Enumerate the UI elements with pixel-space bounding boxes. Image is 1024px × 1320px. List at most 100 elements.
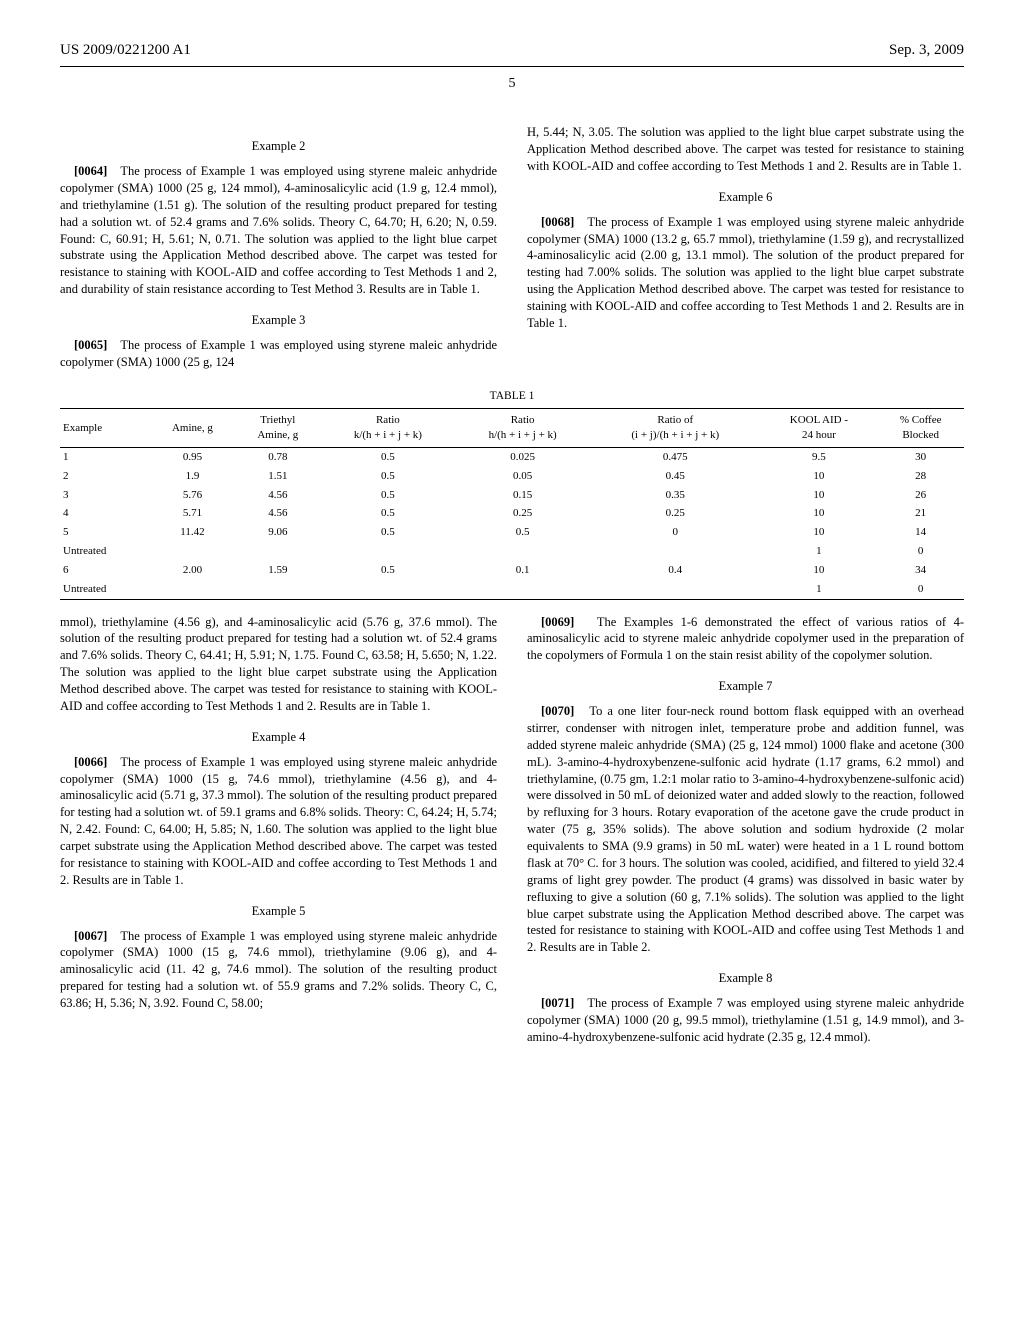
example-5-title: Example 5	[60, 903, 497, 920]
table-cell: 4.56	[235, 504, 320, 523]
example-4-para: [0066] The process of Example 1 was empl…	[60, 754, 497, 889]
para-num-0071: [0071]	[541, 996, 574, 1010]
conclusion-para: [0069] The Examples 1-6 demonstrated the…	[527, 614, 964, 665]
table-cell: 10	[760, 561, 877, 580]
table-cell: 1.51	[235, 467, 320, 486]
table-cell: 2	[60, 467, 150, 486]
page-number: 5	[60, 75, 964, 94]
example-4-text: The process of Example 1 was employed us…	[60, 755, 497, 887]
table-header-cell: Ratiok/(h + i + j + k)	[321, 409, 456, 448]
example-5-text: The process of Example 1 was employed us…	[60, 929, 497, 1011]
table-cell: 26	[877, 486, 964, 505]
table-cell: 0.45	[590, 467, 760, 486]
table-cell: 0	[877, 542, 964, 561]
table-header-cell: Amine, g	[150, 409, 235, 448]
table-cell: 0.05	[455, 467, 590, 486]
table-cell: 9.5	[760, 447, 877, 466]
table-header-cell: Example	[60, 409, 150, 448]
table-cell: 4.56	[235, 486, 320, 505]
table-cell: 1.59	[235, 561, 320, 580]
table-cell	[235, 580, 320, 599]
upper-columns: Example 2 [0064] The process of Example …	[60, 124, 964, 375]
table-cell: 9.06	[235, 523, 320, 542]
table-cell: 0.35	[590, 486, 760, 505]
table-cell: 3	[60, 486, 150, 505]
publication-date: Sep. 3, 2009	[889, 40, 964, 60]
table-1: TABLE 1 ExampleAmine, gTriethylAmine, gR…	[60, 389, 964, 600]
table-1-title: TABLE 1	[60, 389, 964, 405]
table-cell: 14	[877, 523, 964, 542]
example-2-title: Example 2	[60, 138, 497, 155]
table-cell: 5	[60, 523, 150, 542]
table-1-grid: ExampleAmine, gTriethylAmine, gRatiok/(h…	[60, 408, 964, 599]
example-7-title: Example 7	[527, 678, 964, 695]
table-cell	[321, 542, 456, 561]
table-cell: 0.025	[455, 447, 590, 466]
example-7-text: To a one liter four-neck round bottom fl…	[527, 704, 964, 954]
table-cell	[321, 580, 456, 599]
table-cell: 0.78	[235, 447, 320, 466]
example-6-para: [0068] The process of Example 1 was empl…	[527, 214, 964, 332]
table-row: 35.764.560.50.150.351026	[60, 486, 964, 505]
table-header-cell: Ratio of(i + j)/(h + i + j + k)	[590, 409, 760, 448]
table-cell: 1.9	[150, 467, 235, 486]
para-num-0069: [0069]	[541, 615, 574, 629]
example-3-lead: [0065] The process of Example 1 was empl…	[60, 337, 497, 371]
table-cell: 10	[760, 467, 877, 486]
example-4-title: Example 4	[60, 729, 497, 746]
table-cell: 28	[877, 467, 964, 486]
example-7-para: [0070] To a one liter four-neck round bo…	[527, 703, 964, 956]
table-cell: 4	[60, 504, 150, 523]
table-cell: 2.00	[150, 561, 235, 580]
table-cell: 5.71	[150, 504, 235, 523]
table-row: 511.429.060.50.501014	[60, 523, 964, 542]
table-cell	[455, 580, 590, 599]
example-6-title: Example 6	[527, 189, 964, 206]
para-num-0066: [0066]	[74, 755, 107, 769]
example-8-para: [0071] The process of Example 7 was empl…	[527, 995, 964, 1046]
para-num-0070: [0070]	[541, 704, 574, 718]
table-cell	[455, 542, 590, 561]
table-header-cell: TriethylAmine, g	[235, 409, 320, 448]
table-cell: 10	[760, 504, 877, 523]
table-cell: 6	[60, 561, 150, 580]
table-header-cell: KOOL AID -24 hour	[760, 409, 877, 448]
table-cell: 0	[877, 580, 964, 599]
table-cell: Untreated	[60, 542, 150, 561]
para-num-0067: [0067]	[74, 929, 107, 943]
example-6-text: The process of Example 1 was employed us…	[527, 215, 964, 330]
example-3-title: Example 3	[60, 312, 497, 329]
publication-id: US 2009/0221200 A1	[60, 40, 191, 60]
page-header: US 2009/0221200 A1 Sep. 3, 2009	[60, 40, 964, 67]
table-cell: 1	[760, 542, 877, 561]
table-cell: 0.95	[150, 447, 235, 466]
table-cell: 5.76	[150, 486, 235, 505]
table-cell: 30	[877, 447, 964, 466]
table-cell	[590, 580, 760, 599]
table-cell: 11.42	[150, 523, 235, 542]
table-cell: 21	[877, 504, 964, 523]
table-cell: 34	[877, 561, 964, 580]
table-cell: 0.475	[590, 447, 760, 466]
lower-columns: mmol), triethylamine (4.56 g), and 4-ami…	[60, 614, 964, 1050]
example-3-lead-text: The process of Example 1 was employed us…	[60, 338, 497, 369]
table-cell: 0.5	[321, 486, 456, 505]
para-num-0065: [0065]	[74, 338, 107, 352]
table-cell	[150, 542, 235, 561]
table-cell: 0.25	[455, 504, 590, 523]
table-cell: 0.15	[455, 486, 590, 505]
example-3-cont: mmol), triethylamine (4.56 g), and 4-ami…	[60, 614, 497, 715]
table-cell: 10	[760, 486, 877, 505]
table-row: 62.001.590.50.10.41034	[60, 561, 964, 580]
table-cell	[590, 542, 760, 561]
table-cell: 0.25	[590, 504, 760, 523]
table-cell: 1	[60, 447, 150, 466]
table-cell: 0.5	[321, 561, 456, 580]
table-cell: 0.1	[455, 561, 590, 580]
table-cell: 0.5	[321, 523, 456, 542]
table-row: Untreated 10	[60, 542, 964, 561]
table-row: Untreated10	[60, 580, 964, 599]
table-cell: 1	[760, 580, 877, 599]
example-5-para: [0067] The process of Example 1 was empl…	[60, 928, 497, 1012]
table-cell	[235, 542, 320, 561]
